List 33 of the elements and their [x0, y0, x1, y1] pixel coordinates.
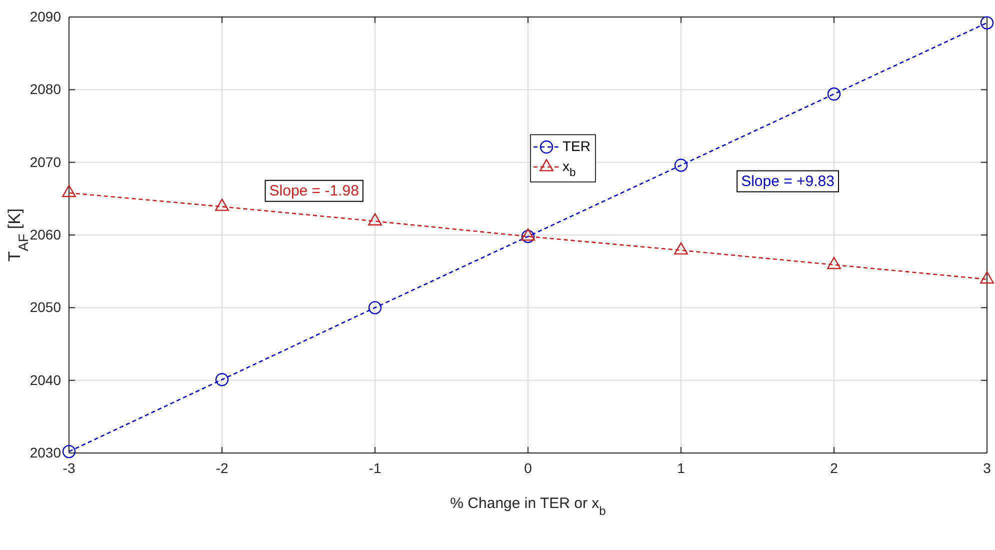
- x-tick-label: -3: [62, 460, 76, 476]
- point: [980, 271, 994, 284]
- point: [62, 444, 76, 458]
- annotation: Slope = +9.83: [741, 172, 835, 190]
- point: [521, 228, 535, 241]
- y-tick-label: 2050: [30, 299, 62, 316]
- y-tick-label: 2080: [30, 81, 62, 98]
- x-tick-label: 3: [983, 460, 992, 476]
- point: [215, 373, 229, 386]
- point: [521, 230, 535, 244]
- legend-label: TER: [562, 138, 590, 154]
- point: [827, 87, 841, 101]
- point: [674, 242, 688, 255]
- y-tick-label: 2070: [30, 154, 62, 170]
- point: [368, 301, 382, 314]
- legend-label: x$_{b}$: [562, 158, 576, 179]
- point: [62, 184, 76, 198]
- point: [827, 256, 841, 270]
- y-tick-label: 2040: [30, 372, 62, 388]
- x-tick-label: 0: [524, 460, 532, 476]
- x-tick-label: 1: [677, 460, 686, 476]
- y-tick-label: 2090: [30, 8, 62, 24]
- x-tick-label: -2: [216, 460, 228, 476]
- annotation: Slope = -1.98: [269, 182, 359, 200]
- point: [674, 158, 688, 172]
- x-axis-title: % Change in TER or x$_{b}$: [450, 495, 606, 518]
- y-tick-label: 2060: [30, 226, 62, 242]
- point: [368, 213, 382, 226]
- point: [980, 16, 994, 30]
- x-tick-label: -1: [368, 460, 382, 476]
- x-tick-label: 2: [830, 460, 838, 476]
- y-tick-label: 2030: [30, 444, 62, 460]
- point: [215, 198, 229, 211]
